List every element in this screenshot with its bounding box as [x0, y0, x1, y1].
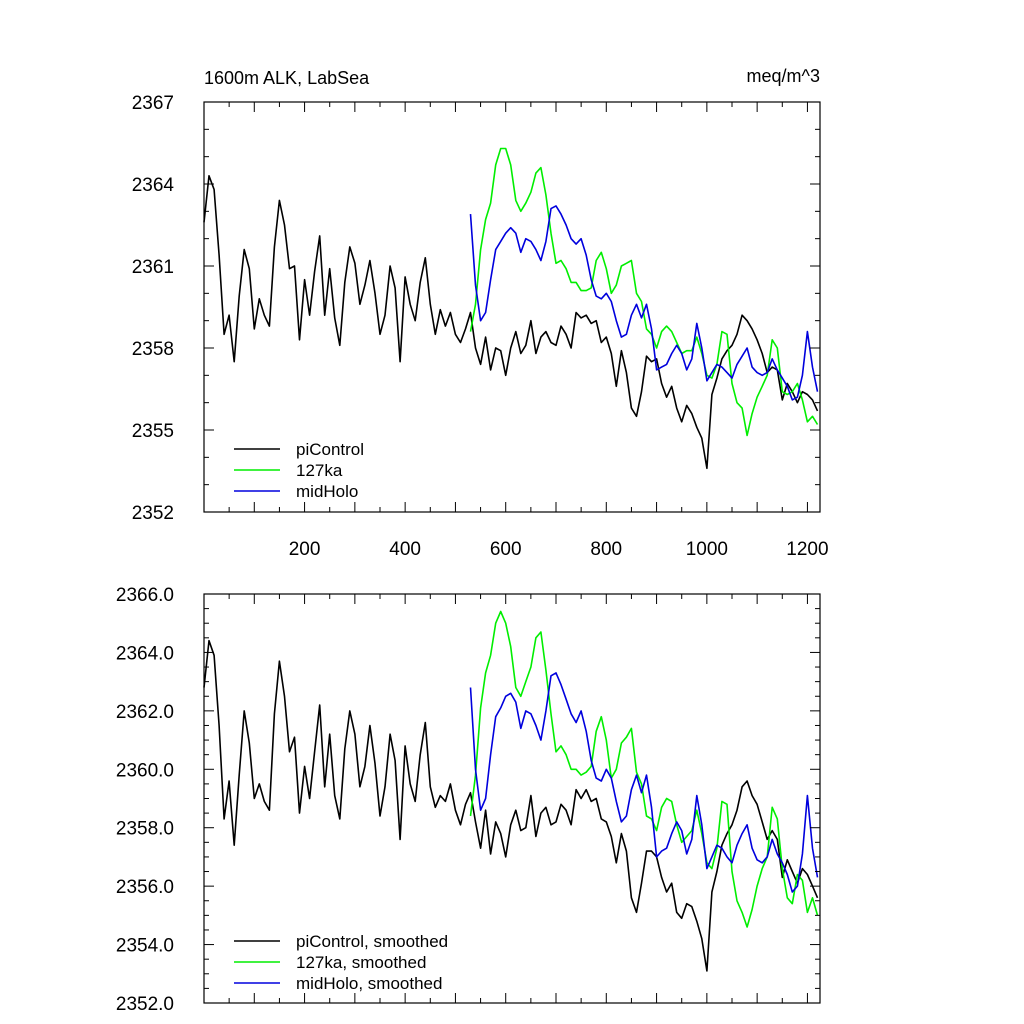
bottom-series-layer	[203, 610, 819, 972]
bottom-y-tick-label: 2366.0	[116, 585, 174, 606]
bottom-y-tick-label: 2364.0	[116, 643, 174, 664]
top-x-tick-label: 400	[389, 539, 421, 560]
top-panel: 1600m ALK, LabSea meq/m^3 200 400 600 800 10…	[132, 66, 829, 560]
bottom-series-line-midholo	[469, 672, 819, 893]
top-y-tick-label: 2364	[132, 175, 175, 196]
legend-label-127ka-smoothed: 127ka, smoothed	[296, 953, 426, 972]
top-x-tick-label: 600	[490, 539, 522, 560]
top-y-tick-label: 2355	[132, 421, 174, 442]
legend-label-picontrol: piControl	[296, 440, 364, 459]
top-series-layer	[203, 147, 819, 470]
bottom-y-tick-label: 2352.0	[116, 994, 174, 1015]
top-series-line-picontrol	[203, 175, 819, 470]
chart-units-label: meq/m^3	[747, 66, 820, 86]
top-x-tick-label: 1200	[786, 539, 828, 560]
bottom-y-tick-label: 2354.0	[116, 936, 174, 957]
top-plot-frame	[203, 101, 821, 513]
bottom-series-line-picontrol	[203, 639, 819, 972]
legend-label-127ka: 127ka	[296, 461, 343, 480]
legend-label-midholo: midHolo	[296, 482, 358, 501]
top-x-tick-label: 200	[289, 539, 321, 560]
top-legend: piControl 127ka midHolo	[234, 440, 364, 501]
top-y-tick-label: 2352	[132, 503, 174, 524]
top-y-tick-label: 2358	[132, 339, 174, 360]
bottom-series-line-127ka	[469, 610, 819, 928]
bottom-panel: 2352.0 2354.0 2356.0 2358.0 2360.0 2362.0 2364…	[116, 585, 821, 1015]
bottom-y-tick-label: 2360.0	[116, 760, 174, 781]
legend-label-picontrol-smoothed: piControl, smoothed	[296, 932, 448, 951]
top-x-tick-label: 800	[590, 539, 622, 560]
chart-title-left: 1600m ALK, LabSea	[204, 68, 370, 88]
top-series-line-127ka	[469, 147, 819, 437]
legend-label-midholo-smoothed: midHolo, smoothed	[296, 974, 442, 993]
top-y-tick-label: 2367	[132, 93, 174, 114]
top-y-tick-label: 2361	[132, 257, 174, 278]
bottom-y-tick-label: 2358.0	[116, 819, 174, 840]
bottom-axes-layer: 2352.0 2354.0 2356.0 2358.0 2360.0 2362.0 2364…	[116, 585, 821, 1015]
bottom-y-tick-label: 2362.0	[116, 702, 174, 723]
top-axes-layer: 200 400 600 800 1000 1200 2352 2355 2358 2361 2364…	[132, 93, 829, 560]
bottom-y-tick-label: 2356.0	[116, 877, 174, 898]
top-series-line-midholo	[469, 205, 819, 401]
top-x-tick-label: 1000	[686, 539, 728, 560]
bottom-legend: piControl, smoothed 127ka, smoothed midH…	[234, 932, 448, 993]
